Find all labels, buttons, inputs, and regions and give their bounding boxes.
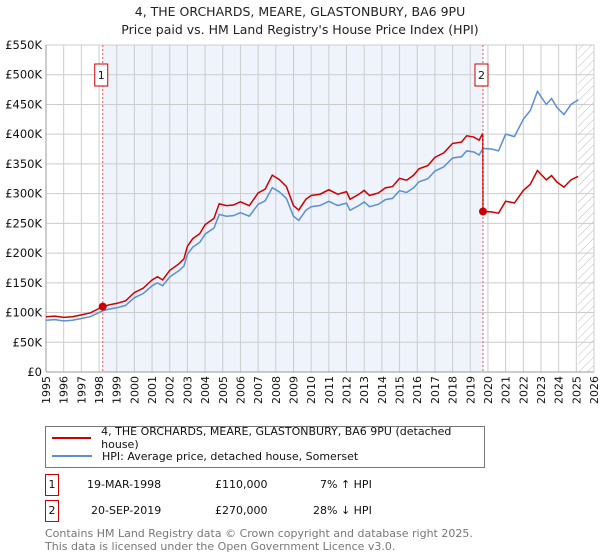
sale-label-box (474, 63, 489, 87)
legend-label-property: 4, THE ORCHARDS, MEARE, GLASTONBURY, BA6… (101, 425, 452, 451)
x-tick-label: 2010 (305, 376, 318, 404)
x-tick-label: 2012 (341, 376, 354, 404)
sale-price: £270,000 (215, 504, 268, 517)
x-tick-label: 2007 (252, 376, 265, 404)
y-tick-label: £300K (5, 187, 42, 201)
ownership-period-shade (102, 45, 483, 372)
y-tick-label: £0 (27, 365, 42, 379)
x-tick-label: 2024 (553, 376, 566, 404)
x-tick-label: 2026 (588, 376, 600, 404)
footer-copyright: Contains HM Land Registry data © Crown c… (45, 527, 473, 540)
x-tick-label: 2019 (464, 376, 477, 404)
x-tick-label: 2011 (323, 376, 336, 404)
y-tick-label: £250K (5, 216, 42, 230)
x-tick-label: 2004 (199, 376, 212, 404)
legend-label-hpi: HPI: Average price, detached house, Some… (102, 449, 359, 463)
x-tick-label: 2025 (570, 376, 583, 404)
x-tick-label: 2017 (429, 376, 442, 404)
x-tick-label: 2023 (535, 376, 548, 404)
y-tick-label: £450K (5, 97, 42, 111)
sale-label-number: 1 (98, 69, 105, 82)
x-tick-label: 2020 (482, 376, 495, 404)
y-tick-label: £100K (5, 306, 42, 320)
chart-title: 4, THE ORCHARDS, MEARE, GLASTONBURY, BA6… (134, 4, 466, 19)
x-tick-label: 2018 (447, 376, 460, 404)
sale-label-number: 2 (478, 69, 485, 82)
sale-badge: 1 (45, 474, 59, 496)
x-tick-label: 1999 (111, 376, 124, 404)
sale-point (478, 207, 487, 216)
forecast-hatch (578, 45, 594, 372)
x-tick-label: 2000 (128, 376, 141, 404)
y-tick-label: £500K (5, 68, 42, 82)
y-tick-label: £150K (5, 276, 42, 290)
footer: Contains HM Land Registry data © Crown c… (45, 527, 473, 553)
x-tick-label: 1997 (75, 376, 88, 404)
sale-date: 19-MAR-1998 (87, 478, 162, 491)
legend-item-property: 4, THE ORCHARDS, MEARE, GLASTONBURY, BA6… (52, 425, 484, 451)
sale-badge: 2 (45, 500, 59, 522)
sale-point (98, 302, 107, 311)
y-tick-label: £50K (13, 335, 43, 349)
y-tick-label: £350K (5, 157, 42, 171)
x-tick-label: 2001 (146, 376, 159, 404)
hpi-line (45, 89, 579, 322)
x-tick-label: 2022 (517, 376, 530, 404)
y-tick-label: £550K (5, 38, 42, 52)
legend-swatch-property (52, 437, 92, 439)
x-tick-label: 2006 (234, 376, 247, 404)
sale-label-box (94, 63, 109, 87)
x-tick-label: 2016 (411, 376, 424, 404)
sale-hpi-change: 7% ↑ HPI (320, 478, 372, 491)
sale-date: 20-SEP-2019 (91, 504, 162, 517)
x-tick-label: 2009 (287, 376, 300, 404)
legend-item-hpi: HPI: Average price, detached house, Some… (52, 448, 358, 464)
x-tick-label: 2002 (164, 376, 177, 404)
x-tick-label: 2015 (394, 376, 407, 404)
chart-subtitle: Price paid vs. HM Land Registry's House … (121, 22, 479, 37)
x-tick-label: 2014 (376, 376, 389, 404)
x-tick-label: 2013 (358, 376, 371, 404)
chart-legend: 4, THE ORCHARDS, MEARE, GLASTONBURY, BA6… (45, 425, 485, 468)
x-tick-label: 1998 (93, 376, 106, 404)
sale-hpi-change: 28% ↓ HPI (313, 504, 372, 517)
sale-price: £110,000 (215, 478, 268, 491)
x-tick-label: 1996 (58, 376, 71, 404)
legend-swatch-hpi (52, 455, 92, 457)
y-tick-label: £400K (5, 127, 42, 141)
x-tick-label: 2021 (500, 376, 513, 404)
x-tick-label: 2008 (270, 376, 283, 404)
x-tick-label: 2003 (181, 376, 194, 404)
x-tick-label: 1995 (40, 376, 53, 404)
footer-licence: This data is licensed under the Open Gov… (45, 540, 396, 553)
price-chart: 1 2 1995 1996 1997 1998 1999 2000 2001 2002 2003 20… (5, 38, 600, 404)
x-tick-label: 2005 (217, 376, 230, 404)
property-price-line (45, 132, 579, 319)
y-tick-label: £200K (5, 246, 42, 260)
